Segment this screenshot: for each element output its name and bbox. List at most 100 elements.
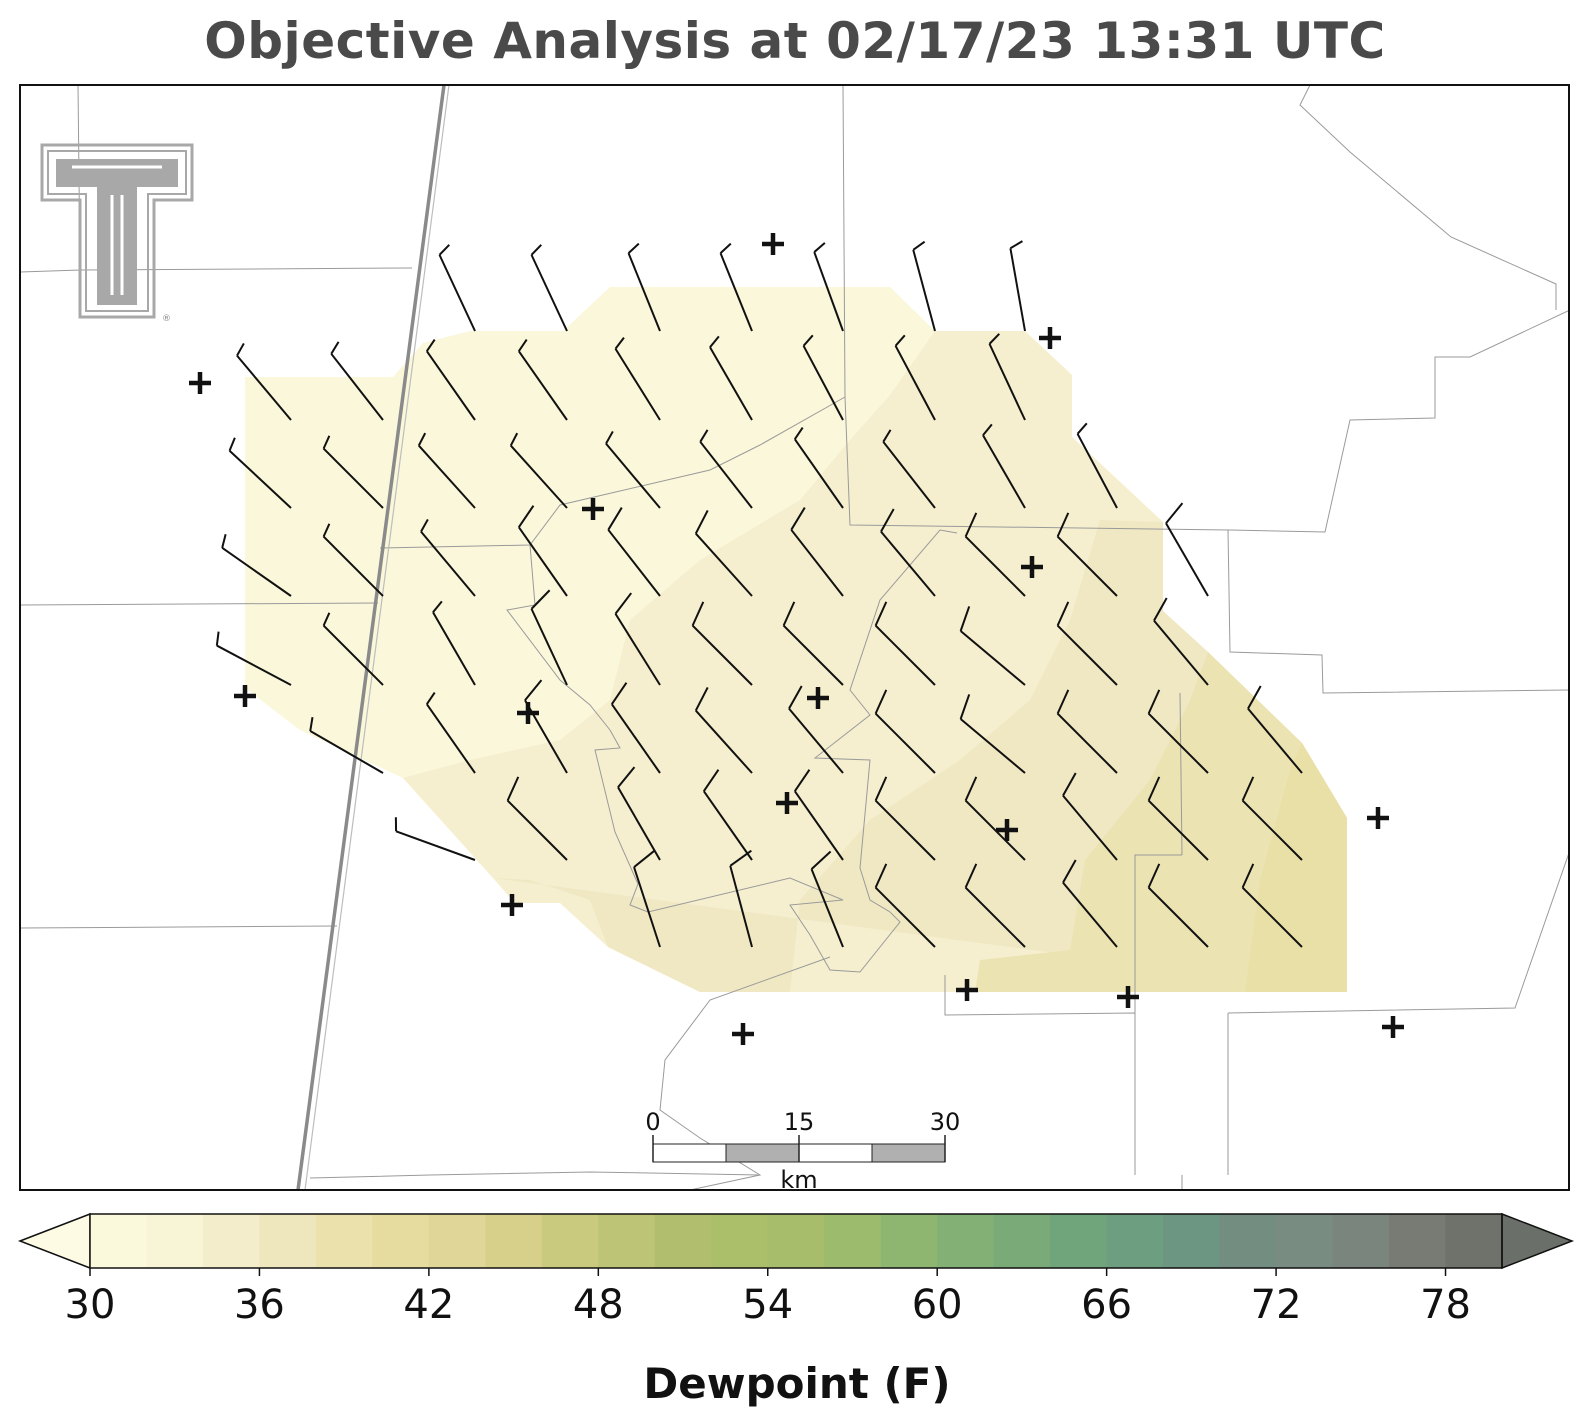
wind-barb-feather — [959, 694, 971, 720]
colorbar-segment — [315, 1214, 373, 1268]
wind-barb-shaft — [395, 830, 476, 861]
wind-barb-shaft — [614, 348, 661, 421]
wind-barb-feather — [322, 523, 331, 538]
wind-barb-feather — [694, 509, 709, 535]
wind-barb-feather — [322, 435, 331, 450]
map-title: Objective Analysis at 02/17/23 13:31 UTC — [204, 12, 1386, 70]
station-marker — [582, 498, 604, 520]
wind-barb-shaft — [420, 531, 476, 597]
wind-barb-feather — [425, 692, 436, 705]
colorbar-segment — [372, 1214, 430, 1268]
wind-barb-feather — [1147, 776, 1161, 802]
wind-barb-feather — [607, 507, 623, 531]
wind-barb-shaft — [964, 799, 1026, 861]
wind-barb-feather — [788, 685, 803, 710]
scale-bar: 0 15 30 km — [645, 1108, 960, 1190]
wind-barb-feather — [215, 631, 220, 646]
wind-barb-feather — [330, 341, 340, 355]
wind-barb-shaft — [426, 350, 476, 421]
wind-barb-shaft — [627, 252, 661, 332]
wind-barb-shaft — [1056, 535, 1118, 597]
colorbar-segment — [146, 1214, 204, 1268]
colorbar-segment — [259, 1214, 317, 1268]
wind-barb-shaft — [988, 343, 1026, 421]
wind-barb-feather — [959, 606, 971, 632]
wind-barb-feather — [874, 601, 888, 627]
wind-barb-feather — [880, 508, 895, 533]
wind-barb-shaft — [709, 346, 753, 421]
wind-barb-shaft — [518, 350, 568, 421]
wind-barb-shaft — [695, 709, 753, 774]
colorbar-tick-label: 48 — [573, 1282, 624, 1328]
wind-barb-feather — [729, 849, 752, 867]
wind-barb-feather — [228, 437, 236, 452]
wind-barb-shaft — [605, 443, 661, 509]
wind-barb-feather — [614, 592, 633, 615]
station-marker — [732, 1023, 754, 1045]
wind-barb-shaft — [874, 712, 936, 774]
wind-barb-feather — [1241, 863, 1255, 889]
scale-label-0: 0 — [645, 1108, 660, 1136]
colorbar-tick-label: 78 — [1420, 1282, 1471, 1328]
wind-barb-shaft — [438, 254, 476, 332]
wind-barb-feather — [221, 534, 227, 549]
wind-barb-shaft — [617, 786, 661, 861]
wind-barb-shaft — [960, 630, 1026, 686]
colorbar-segment — [937, 1214, 995, 1268]
colorbar-tick-label: 54 — [742, 1282, 793, 1328]
wind-barb-feather — [874, 689, 888, 715]
wind-barb-shaft — [309, 730, 384, 774]
wind-barb-shaft — [719, 252, 753, 332]
station-marker — [1021, 556, 1043, 578]
wind-barb-shaft — [322, 624, 384, 686]
wind-barb-shaft — [691, 624, 753, 686]
wind-barb-feather — [874, 863, 888, 889]
station-marker — [1382, 1016, 1404, 1038]
wind-barb-feather — [782, 601, 796, 627]
wind-barb-shaft — [1147, 886, 1209, 948]
wind-barb-feather — [524, 679, 543, 701]
wind-barb-feather — [517, 339, 528, 352]
texas-tech-logo: ® — [40, 143, 194, 324]
colorbar-segment — [1276, 1214, 1334, 1268]
colorbar-ticks: 30 36 42 48 54 60 66 72 78 — [65, 1268, 1471, 1328]
dewpoint-colorbar — [17, 1212, 1575, 1270]
dewpoint-fill-40 — [1245, 743, 1347, 992]
colorbar-segment — [541, 1214, 599, 1268]
wind-barb-feather — [309, 717, 314, 732]
wind-barb-feather — [894, 334, 906, 347]
colorbar-segment — [654, 1214, 712, 1268]
wind-barb-feather — [1147, 689, 1161, 715]
colorbar-tick-label: 72 — [1251, 1282, 1302, 1328]
wind-barb-feather — [802, 334, 814, 347]
colorbar-segment — [1106, 1214, 1164, 1268]
wind-barb-feather — [1009, 240, 1023, 250]
map-frame — [19, 84, 1570, 1191]
wind-barb-shaft — [964, 535, 1026, 597]
wind-barb-shaft — [611, 703, 661, 774]
wind-barbs — [215, 240, 1303, 948]
wind-barb-feather — [1153, 597, 1168, 622]
wind-barb-feather — [1062, 859, 1077, 884]
station-marker — [807, 687, 829, 709]
wind-barb-feather — [530, 244, 542, 256]
wind-barb-feather — [912, 240, 926, 251]
wind-barb-shaft — [894, 345, 936, 421]
wind-barb-shaft — [1147, 712, 1209, 774]
wind-barb-feather — [964, 512, 978, 538]
wind-barb-shaft — [695, 532, 753, 597]
wind-barb-shaft — [228, 449, 292, 509]
wind-barb-feather — [702, 769, 720, 792]
colorbar-segment — [711, 1214, 769, 1268]
wind-barb-shaft — [794, 438, 844, 509]
colorbar-segment — [1219, 1214, 1277, 1268]
wind-barb-shaft — [1056, 712, 1118, 774]
station-marker — [1117, 986, 1139, 1008]
wind-barb-feather — [964, 863, 978, 889]
wind-barb-shaft — [1062, 795, 1118, 861]
wind-barb-shaft — [880, 531, 936, 597]
wind-barb-shaft — [813, 251, 844, 332]
wind-barb-shaft — [426, 703, 476, 774]
wind-barb-shaft — [1062, 882, 1118, 948]
wind-barb-feather — [1147, 863, 1161, 889]
